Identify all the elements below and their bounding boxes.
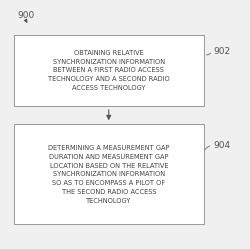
Text: OBTAINING RELATIVE
SYNCHRONIZATION INFORMATION
BETWEEN A FIRST RADIO ACCESS
TECH: OBTAINING RELATIVE SYNCHRONIZATION INFOR… <box>48 50 170 91</box>
Text: 904: 904 <box>214 141 231 150</box>
Bar <box>14 124 204 224</box>
Text: 902: 902 <box>214 47 231 56</box>
Text: 900: 900 <box>18 11 35 20</box>
Bar <box>14 35 204 106</box>
Text: DETERMINING A MEASUREMENT GAP
DURATION AND MEASUREMENT GAP
LOCATION BASED ON THE: DETERMINING A MEASUREMENT GAP DURATION A… <box>48 145 170 203</box>
